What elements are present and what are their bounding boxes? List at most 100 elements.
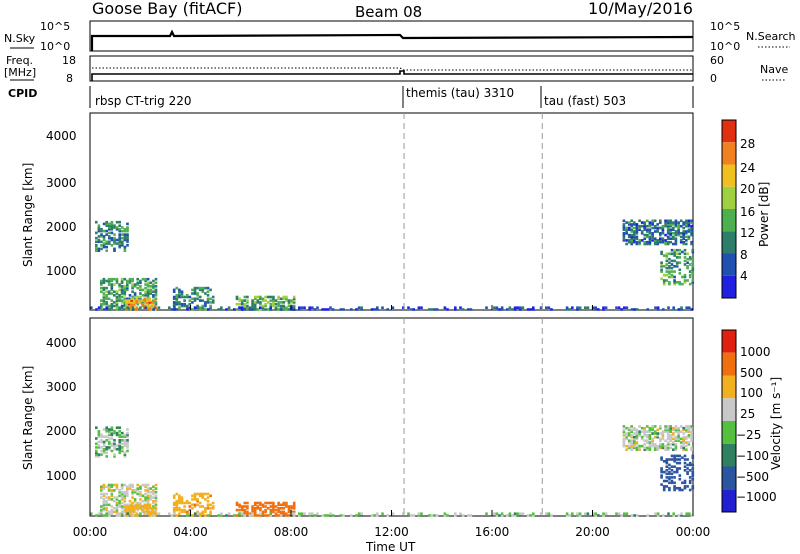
power-cell-7 bbox=[691, 281, 695, 284]
power-cell-6 bbox=[682, 237, 685, 240]
power-cell-0 bbox=[110, 222, 114, 226]
power-cell-0 bbox=[100, 235, 103, 238]
power-cell-5 bbox=[461, 308, 465, 311]
velocity-cell-1 bbox=[126, 503, 129, 507]
power-cell-7 bbox=[691, 268, 695, 272]
velocity-cell-7 bbox=[683, 479, 687, 483]
velocity-cell-6 bbox=[625, 432, 628, 435]
velocity-cell-1 bbox=[123, 494, 127, 498]
power-cell-5 bbox=[539, 306, 543, 309]
velocity-cell-7 bbox=[683, 454, 687, 458]
power-cell-5 bbox=[311, 306, 314, 309]
power-cell-4 bbox=[277, 302, 280, 306]
power-cell-0 bbox=[126, 229, 129, 233]
velocity-cell-3 bbox=[193, 498, 197, 501]
power-cell-5 bbox=[646, 308, 649, 311]
velocity-cell-4 bbox=[269, 501, 273, 505]
power-cell-1 bbox=[154, 294, 158, 297]
velocity-cell-4 bbox=[272, 510, 275, 514]
power-cell-6 bbox=[682, 235, 685, 239]
power-cell-2 bbox=[153, 299, 157, 302]
velocity-cell-5 bbox=[238, 512, 241, 515]
power-cell-3 bbox=[172, 290, 176, 293]
power-cell-0 bbox=[108, 231, 111, 235]
power-cell-5 bbox=[576, 306, 579, 309]
velocity-colorbar-swatch-2 bbox=[722, 375, 736, 399]
velocity-cell-6 bbox=[674, 443, 678, 446]
velocity-cbar-tick-500: 500 bbox=[740, 366, 763, 380]
power-ytick-2000: 2000 bbox=[46, 220, 77, 234]
velocity-cell-5 bbox=[656, 512, 660, 515]
velocity-cell-6 bbox=[635, 430, 639, 433]
power-cell-3 bbox=[172, 288, 176, 292]
power-cell-4 bbox=[253, 301, 257, 304]
velocity-cell-0 bbox=[118, 447, 121, 451]
velocity-cell-0 bbox=[110, 430, 114, 433]
power-cell-4 bbox=[279, 297, 283, 301]
power-cell-7 bbox=[665, 273, 669, 277]
velocity-cell-2 bbox=[130, 508, 133, 512]
velocity-cell-6 bbox=[627, 434, 631, 437]
velocity-cell-6 bbox=[677, 426, 680, 430]
power-cell-1 bbox=[100, 304, 103, 308]
power-cell-5 bbox=[636, 308, 639, 311]
velocity-cell-3 bbox=[175, 507, 179, 510]
velocity-cell-1 bbox=[118, 499, 121, 503]
velocity-cell-5 bbox=[357, 512, 361, 515]
power-cell-4 bbox=[259, 308, 262, 311]
velocity-cell-4 bbox=[253, 514, 257, 517]
velocity-cell-1 bbox=[123, 499, 127, 503]
power-cell-1 bbox=[123, 277, 127, 281]
velocity-cell-1 bbox=[139, 501, 142, 505]
power-cell-6 bbox=[669, 219, 672, 223]
velocity-cbar-tick-m100: −100 bbox=[736, 449, 769, 463]
velocity-cell-7 bbox=[675, 461, 679, 465]
power-cell-1 bbox=[146, 277, 150, 281]
velocity-cell-1 bbox=[113, 489, 116, 492]
power-cell-1 bbox=[144, 292, 147, 295]
velocity-cell-4 bbox=[269, 510, 273, 514]
power-cell-3 bbox=[206, 297, 210, 301]
velocity-cell-1 bbox=[144, 499, 147, 503]
velocity-cell-4 bbox=[243, 501, 247, 505]
velocity-cell-5 bbox=[662, 514, 665, 517]
power-cell-6 bbox=[666, 232, 670, 235]
power-cell-7 bbox=[686, 252, 689, 256]
velocity-cell-0 bbox=[115, 433, 119, 437]
power-cell-7 bbox=[681, 250, 684, 254]
power-cell-6 bbox=[672, 226, 675, 230]
velocity-cell-7 bbox=[670, 458, 674, 461]
velocity-cell-6 bbox=[679, 430, 683, 433]
velocity-cell-2 bbox=[143, 507, 146, 510]
power-cell-2 bbox=[127, 299, 131, 302]
velocity-cell-6 bbox=[651, 426, 654, 430]
power-cell-0 bbox=[105, 245, 108, 249]
power-cell-5 bbox=[623, 306, 626, 309]
power-cell-1 bbox=[152, 285, 155, 288]
velocity-cell-7 bbox=[662, 460, 666, 463]
power-cell-5 bbox=[604, 306, 608, 309]
power-cell-6 bbox=[672, 221, 675, 224]
power-cell-2 bbox=[146, 306, 149, 309]
velocity-cell-6 bbox=[633, 432, 636, 435]
velocity-cell-5 bbox=[386, 514, 389, 517]
power-cell-6 bbox=[633, 240, 636, 244]
power-cell-0 bbox=[123, 236, 127, 240]
velocity-cell-5 bbox=[617, 512, 621, 515]
power-cell-4 bbox=[251, 301, 254, 304]
power-cell-0 bbox=[118, 236, 121, 240]
power-cell-6 bbox=[638, 224, 641, 228]
power-cell-6 bbox=[635, 226, 639, 230]
power-cell-0 bbox=[102, 238, 106, 242]
power-cell-7 bbox=[670, 252, 674, 256]
velocity-colorbar-swatch-6 bbox=[722, 466, 736, 490]
power-cell-4 bbox=[240, 302, 244, 306]
power-cell-5 bbox=[376, 306, 379, 309]
power-cell-1 bbox=[146, 288, 150, 292]
velocity-cell-5 bbox=[355, 514, 358, 517]
velocity-cell-6 bbox=[674, 446, 678, 450]
velocity-cell-5 bbox=[131, 514, 135, 517]
power-cell-5 bbox=[685, 306, 688, 309]
velocity-cell-0 bbox=[118, 430, 121, 433]
power-cell-1 bbox=[120, 279, 124, 283]
